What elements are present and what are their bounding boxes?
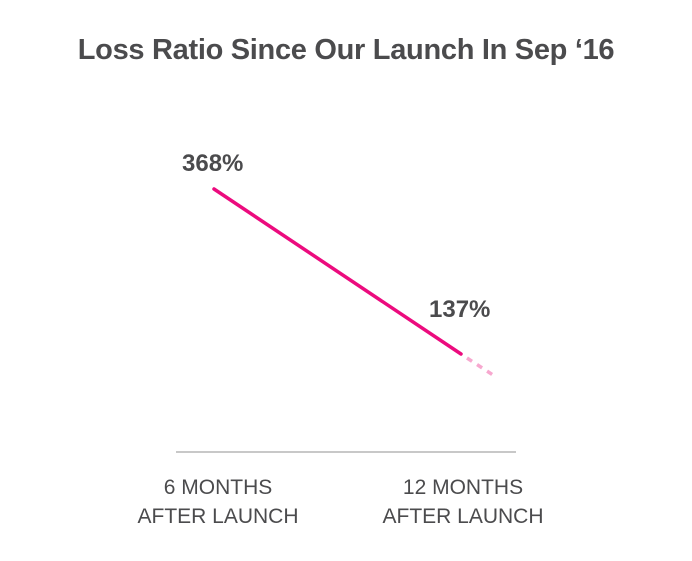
x-tick-label-line2: AFTER LAUNCH — [137, 505, 299, 528]
data-line — [212, 187, 463, 356]
trend-extension-dashed-line — [466, 356, 494, 377]
x-tick-label-6-months: 6 MONTHS AFTER LAUNCH — [108, 473, 328, 531]
x-tick-label-line2: AFTER LAUNCH — [382, 505, 544, 528]
x-tick-label-line1: 12 MONTHS — [402, 476, 524, 499]
x-tick-label-line1: 6 MONTHS — [163, 476, 273, 499]
x-tick-label-12-months: 12 MONTHS AFTER LAUNCH — [353, 473, 573, 531]
data-label-6-months: 368% — [182, 150, 244, 177]
data-label-12-months: 137% — [429, 296, 491, 323]
chart-title: Loss Ratio Since Our Launch In Sep ‘16 — [77, 34, 615, 66]
